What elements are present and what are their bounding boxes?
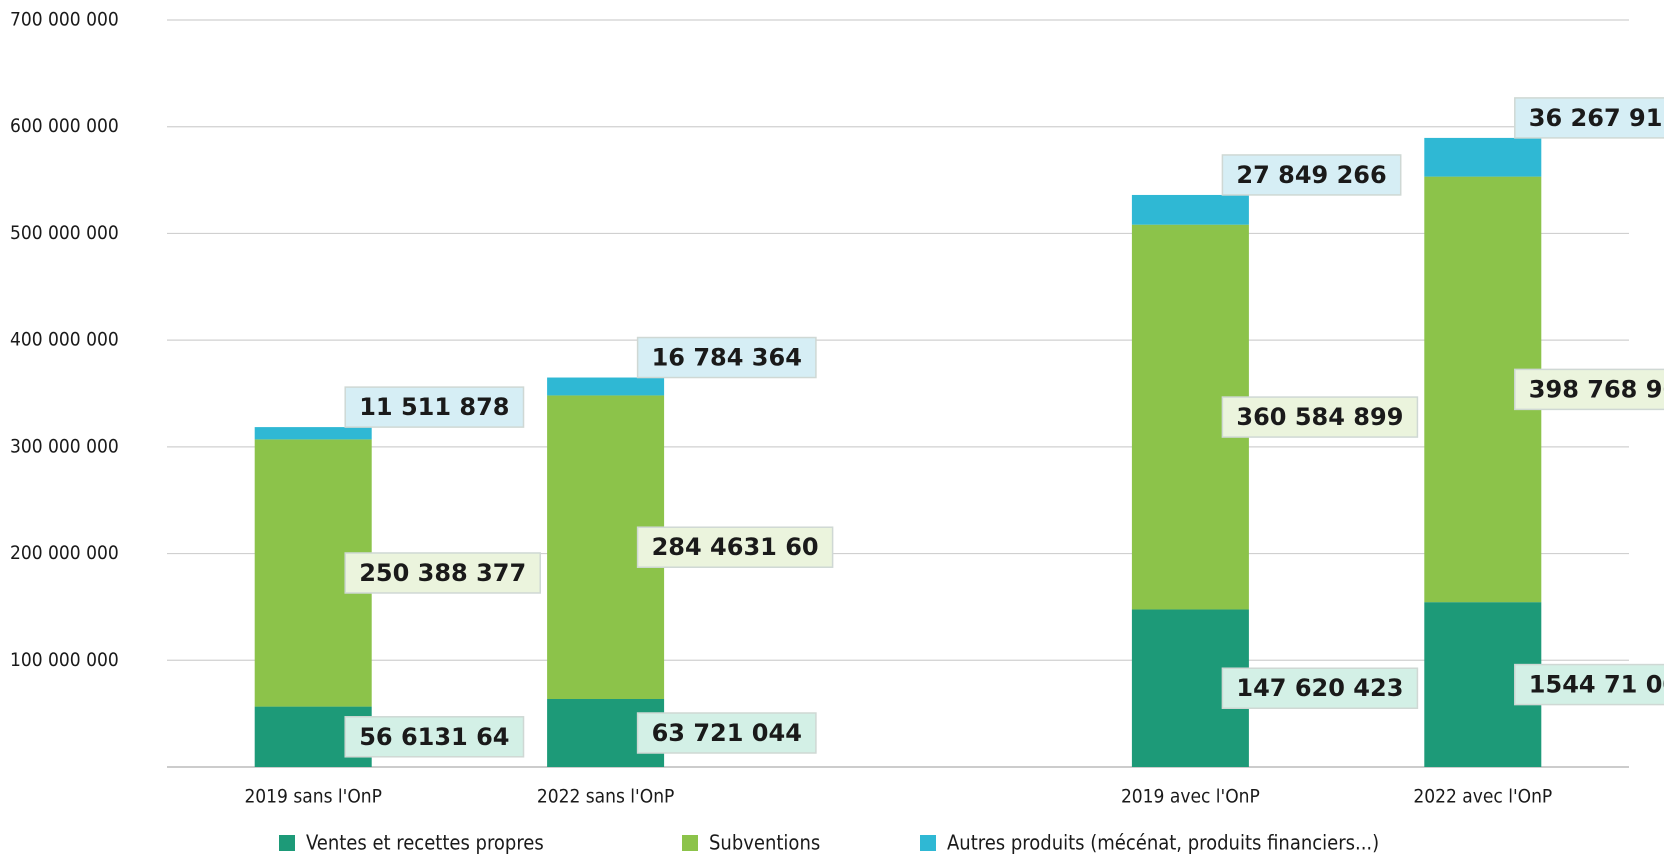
data-label: 56 6131 64 bbox=[344, 716, 525, 758]
data-label-text: 16 784 364 bbox=[652, 344, 802, 372]
data-label: 1544 71 001 bbox=[1514, 663, 1664, 706]
data-label: 147 620 423 bbox=[1221, 667, 1419, 709]
legend-label: Autres produits (mécénat, produits finan… bbox=[947, 831, 1379, 855]
data-label-box bbox=[1221, 667, 1419, 709]
data-label-text: 11 511 878 bbox=[359, 393, 509, 421]
data-label-box bbox=[1221, 154, 1402, 196]
data-label-box bbox=[344, 552, 541, 594]
data-label-box bbox=[344, 386, 525, 428]
data-label-box bbox=[1514, 368, 1664, 411]
bar-segment bbox=[1424, 137, 1542, 177]
data-label-box bbox=[636, 336, 817, 379]
data-label: 36 267 912 bbox=[1514, 97, 1664, 139]
legend-label: Ventes et recettes propres bbox=[306, 831, 544, 855]
data-label: 63 721 044 bbox=[636, 712, 817, 754]
x-tick-label: 2019 sans l'OnP bbox=[244, 786, 382, 808]
data-label: 16 784 364 bbox=[636, 336, 817, 379]
data-label-box bbox=[344, 716, 525, 758]
y-tick-label: 300 000 000 bbox=[10, 435, 119, 457]
data-label-text: 1544 71 001 bbox=[1529, 671, 1664, 699]
data-label-text: 284 4631 60 bbox=[652, 533, 819, 561]
y-tick-label: 600 000 000 bbox=[10, 115, 119, 137]
data-label-text: 250 388 377 bbox=[359, 559, 526, 587]
data-label: 250 388 377 bbox=[344, 552, 541, 594]
data-label: 284 4631 60 bbox=[636, 526, 834, 568]
bar-segment bbox=[547, 377, 665, 396]
legend-swatch bbox=[682, 835, 698, 851]
data-label-text: 63 721 044 bbox=[652, 719, 802, 747]
data-label-text: 147 620 423 bbox=[1236, 674, 1403, 702]
data-label: 27 849 266 bbox=[1221, 154, 1402, 196]
legend-swatch bbox=[279, 835, 295, 851]
x-tick-label: 2019 avec l'OnP bbox=[1121, 786, 1260, 808]
data-label-box bbox=[636, 712, 817, 754]
bar-segment bbox=[254, 427, 372, 440]
legend-swatch bbox=[920, 835, 936, 851]
bar-segment bbox=[1131, 194, 1249, 225]
data-label-text: 56 6131 64 bbox=[359, 723, 509, 751]
legend-label: Subventions bbox=[709, 831, 820, 855]
data-label-box bbox=[636, 526, 834, 568]
data-label: 398 768 967 bbox=[1514, 368, 1664, 411]
y-tick-label: 400 000 000 bbox=[10, 329, 119, 351]
data-label-box bbox=[1221, 396, 1419, 438]
data-label-text: 398 768 967 bbox=[1529, 375, 1664, 403]
y-tick-label: 200 000 000 bbox=[10, 542, 119, 564]
y-tick-label: 100 000 000 bbox=[10, 649, 119, 671]
y-tick-label: 500 000 000 bbox=[10, 222, 119, 244]
y-tick-label: 700 000 000 bbox=[10, 9, 119, 31]
x-tick-label: 2022 avec l'OnP bbox=[1413, 786, 1552, 808]
data-label-text: 36 267 912 bbox=[1529, 104, 1664, 132]
x-tick-label: 2022 sans l'OnP bbox=[537, 786, 675, 808]
data-label-text: 360 584 899 bbox=[1236, 403, 1403, 431]
data-label: 360 584 899 bbox=[1221, 396, 1419, 438]
data-label-box bbox=[1514, 97, 1664, 139]
data-label-box bbox=[1514, 663, 1664, 706]
data-label: 11 511 878 bbox=[344, 386, 525, 428]
data-label-text: 27 849 266 bbox=[1236, 161, 1386, 189]
